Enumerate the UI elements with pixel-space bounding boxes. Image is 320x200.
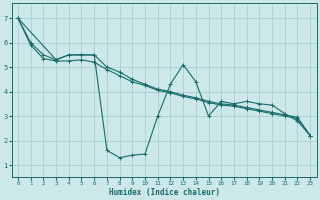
X-axis label: Humidex (Indice chaleur): Humidex (Indice chaleur) [108, 188, 220, 197]
